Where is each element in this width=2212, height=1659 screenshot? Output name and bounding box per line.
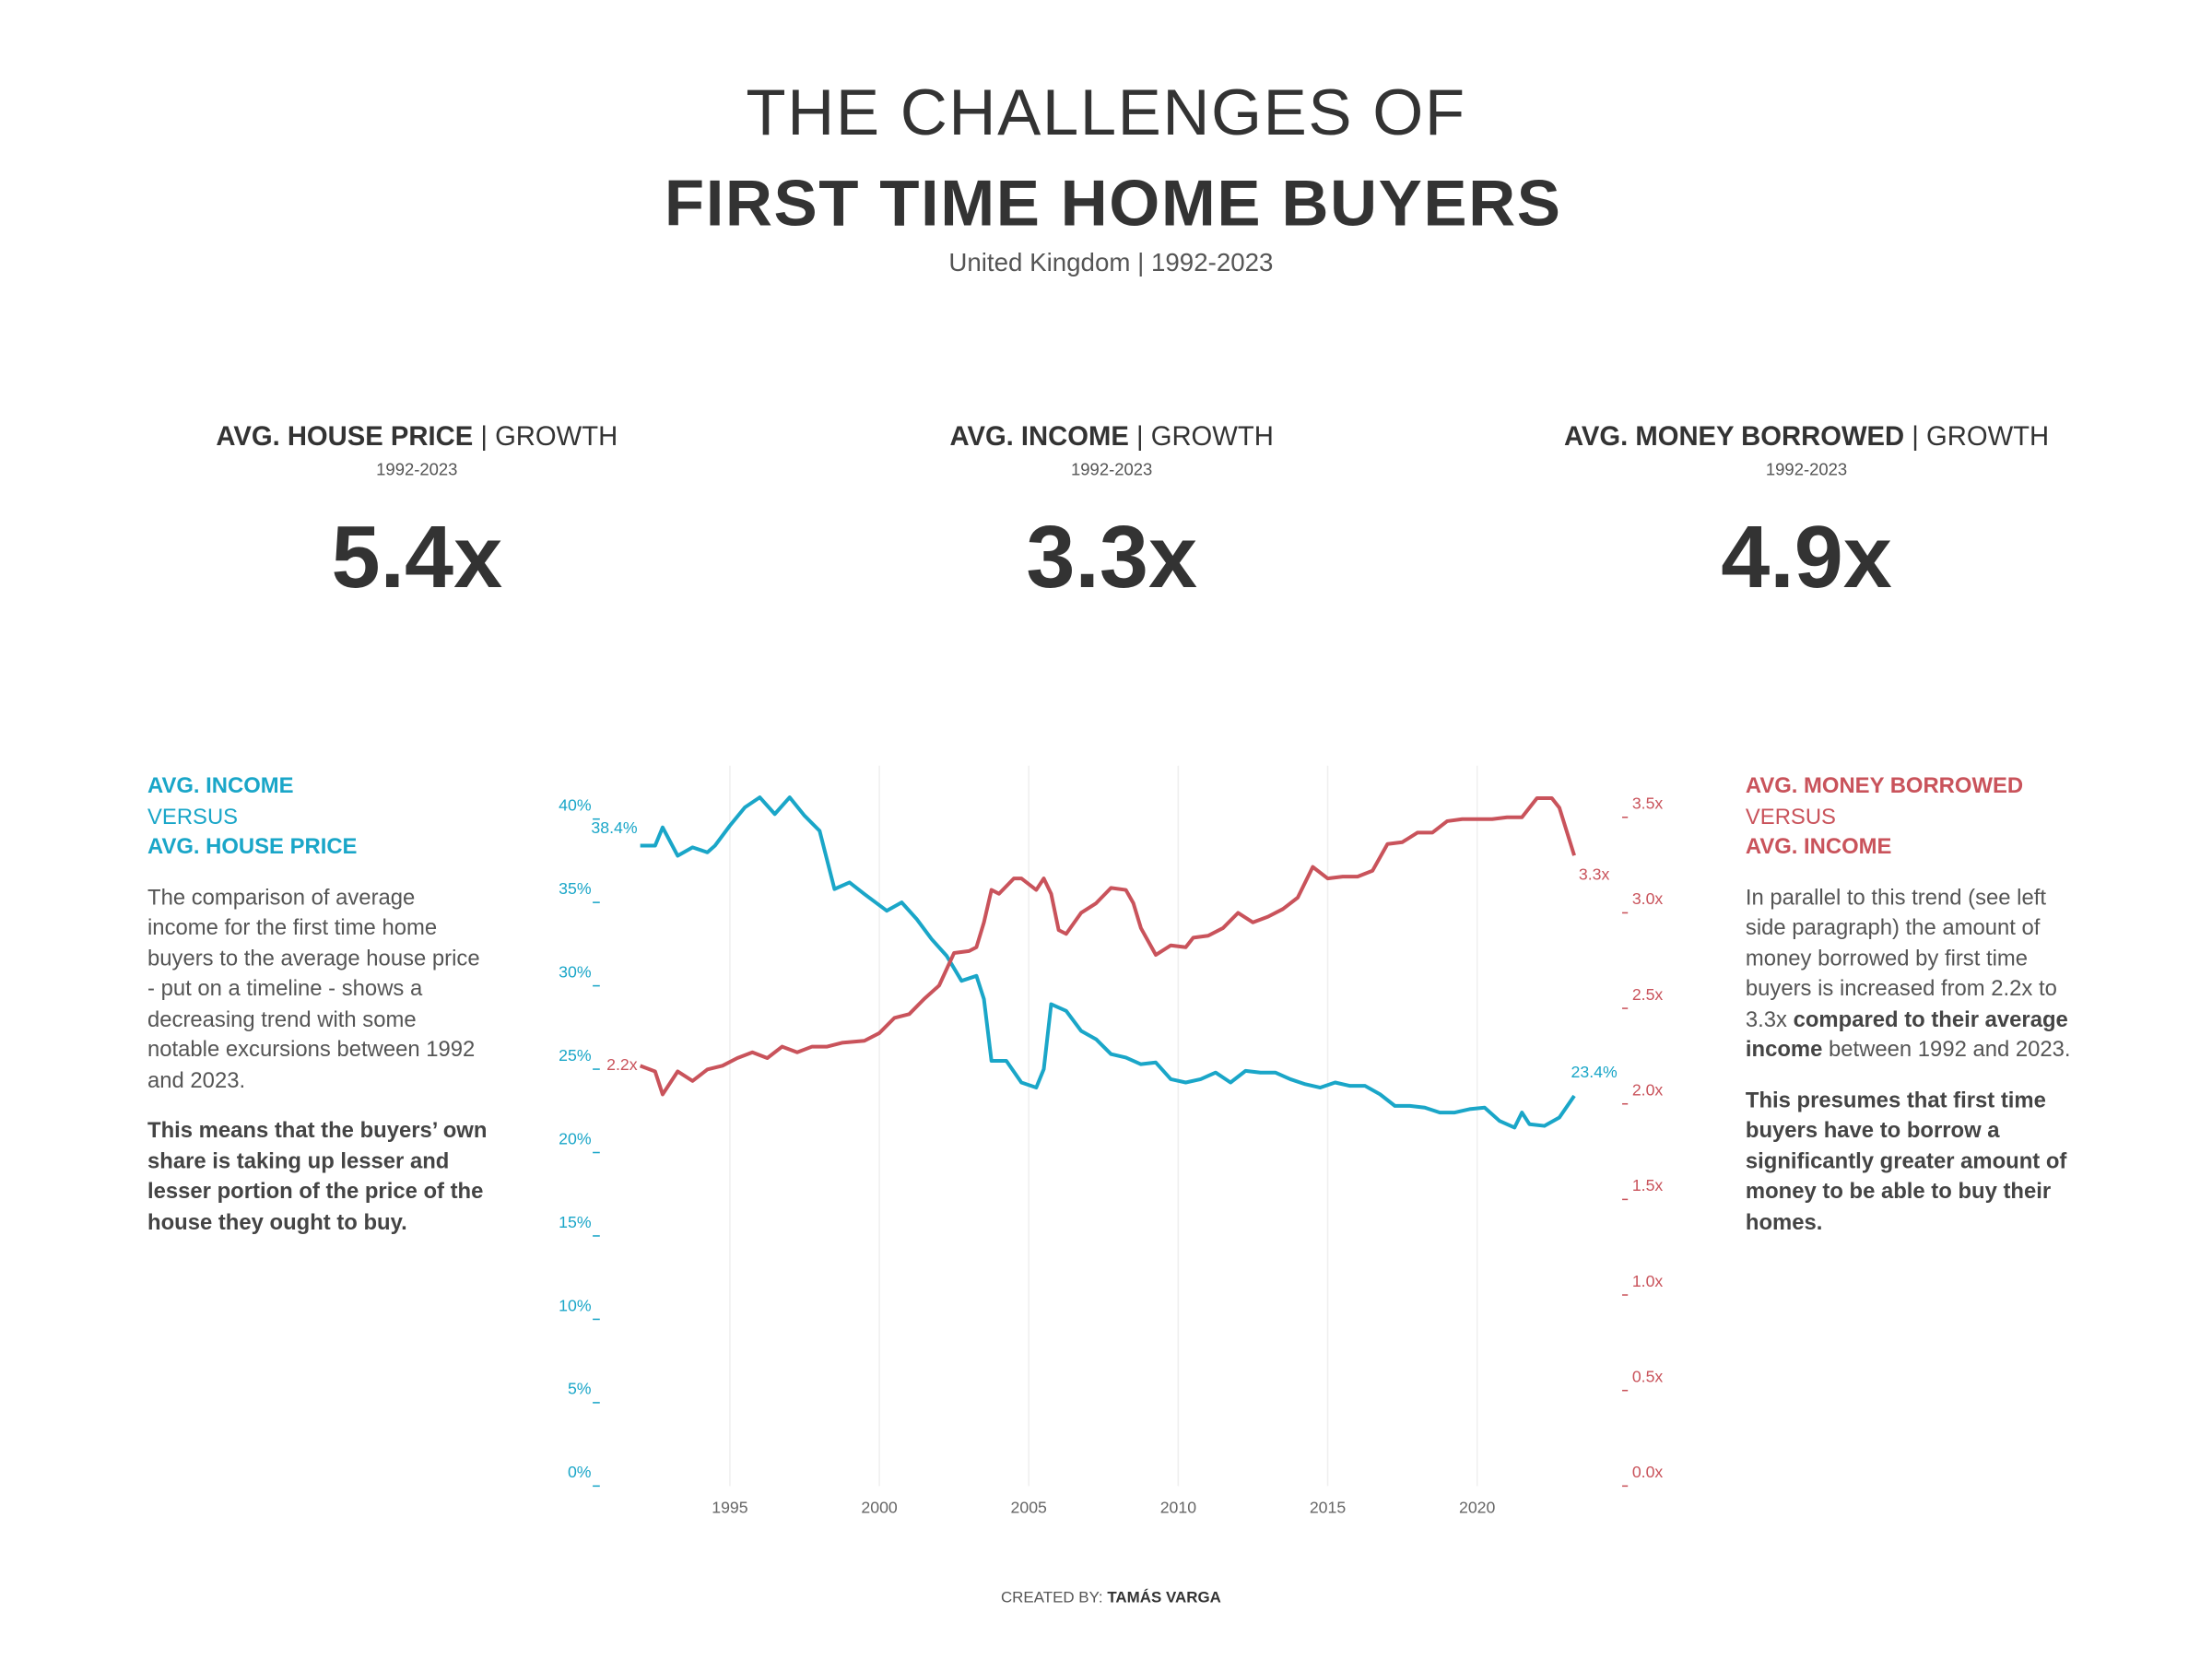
subtitle: United Kingdom | 1992-2023 [948, 248, 1274, 277]
kpi-suffix: | GROWTH [480, 422, 618, 453]
footer-prefix: CREATED BY: [1000, 1589, 1103, 1607]
y2-tick-label: 0.5x [1632, 1368, 1664, 1386]
panel-paragraph: This presumes that first time buyers hav… [1745, 1088, 2067, 1235]
y2-tick-label: 2.5x [1632, 985, 1664, 1004]
kpi: AVG. HOUSE PRICE | GROWTH 1992-2023 5.4x [119, 422, 714, 608]
title-line: FIRST TIME HOME BUYERS [664, 166, 1562, 241]
x-tick-label: 2000 [861, 1499, 898, 1517]
footer: CREATED BY: TAMÁS VARGA [0, 1590, 2212, 1606]
y-tick-label: 40% [559, 796, 592, 815]
data-label: 2.2x [606, 1055, 638, 1074]
y-tick-label: 15% [559, 1213, 592, 1231]
panel-heading: AVG. INCOME [1745, 835, 1892, 860]
kpi-value: 5.4x [331, 509, 503, 607]
y-tick-label: 10% [559, 1296, 592, 1314]
y-tick-label: 20% [559, 1129, 592, 1147]
y2-tick-label: 1.0x [1632, 1272, 1664, 1290]
kpi-period: 1992-2023 [1071, 459, 1153, 480]
y2-tick-label: 3.0x [1632, 889, 1664, 908]
data-label: 38.4% [591, 818, 637, 837]
kpi-label: AVG. INCOME [949, 422, 1129, 453]
left-panel: AVG. INCOME VERSUS AVG. HOUSE PRICE The … [147, 771, 488, 1238]
panel-heading: AVG. HOUSE PRICE [147, 835, 358, 860]
right-panel: AVG. MONEY BORROWED VERSUS AVG. INCOME I… [1746, 771, 2086, 1238]
data-label: 3.3x [1579, 865, 1610, 883]
y-tick-label: 30% [559, 962, 592, 981]
y2-tick-label: 0.0x [1632, 1463, 1664, 1481]
kpi-heading: AVG. MONEY BORROWED | GROWTH [1509, 422, 2104, 453]
kpi-label: AVG. MONEY BORROWED [1563, 422, 1905, 453]
kpi: AVG. MONEY BORROWED | GROWTH 1992-2023 4… [1509, 422, 2104, 608]
kpi-heading: AVG. INCOME | GROWTH [814, 422, 1409, 453]
kpi-value: 4.9x [1721, 509, 1892, 607]
text-run: In parallel to this trend (see left side… [1745, 885, 2057, 1032]
y-tick-label: 0% [568, 1463, 592, 1481]
y-tick-label: 5% [568, 1380, 592, 1398]
y-tick-label: 35% [559, 879, 592, 898]
kpi-period: 1992-2023 [376, 459, 458, 480]
x-tick-label: 2015 [1310, 1499, 1347, 1517]
kpi-suffix: | GROWTH [1912, 422, 2050, 453]
text-run: compared to their average income [1745, 1007, 2068, 1063]
kpi-value: 3.3x [1026, 509, 1197, 607]
series-line [639, 796, 1576, 1097]
x-tick-label: 2010 [1160, 1499, 1197, 1517]
kpi-label: AVG. HOUSE PRICE [216, 422, 474, 453]
kpi-suffix: | GROWTH [1135, 422, 1274, 453]
title-line: THE CHALLENGES OF [746, 75, 1466, 149]
y2-tick-label: 3.5x [1632, 794, 1664, 813]
data-label: 23.4% [1571, 1063, 1618, 1081]
kpi-heading: AVG. HOUSE PRICE | GROWTH [119, 422, 714, 453]
kpi-period: 1992-2023 [1765, 459, 1848, 480]
panel-paragraph: In parallel to this trend (see left side… [1746, 883, 2086, 1065]
panel-paragraph: The comparison of average income for the… [147, 885, 480, 1093]
panel-heading: VERSUS [147, 805, 239, 830]
y2-tick-label: 1.5x [1632, 1176, 1664, 1194]
text-run: between 1992 and 2023. [1822, 1038, 2071, 1063]
panel-heading: VERSUS [1745, 805, 1836, 830]
panel-heading: AVG. MONEY BORROWED [1745, 774, 2024, 799]
footer-author: TAMÁS VARGA [1107, 1589, 1221, 1607]
x-tick-label: 2020 [1459, 1499, 1496, 1517]
series-line [640, 795, 1576, 1130]
kpi: AVG. INCOME | GROWTH 1992-2023 3.3x [814, 422, 1409, 608]
y-tick-label: 25% [559, 1046, 592, 1065]
panel-heading: AVG. INCOME [147, 774, 294, 799]
x-tick-label: 2005 [1011, 1499, 1048, 1517]
x-tick-label: 1995 [712, 1499, 748, 1517]
y2-tick-label: 2.0x [1632, 1081, 1664, 1100]
panel-paragraph: This means that the buyers’ own share is… [147, 1118, 488, 1235]
